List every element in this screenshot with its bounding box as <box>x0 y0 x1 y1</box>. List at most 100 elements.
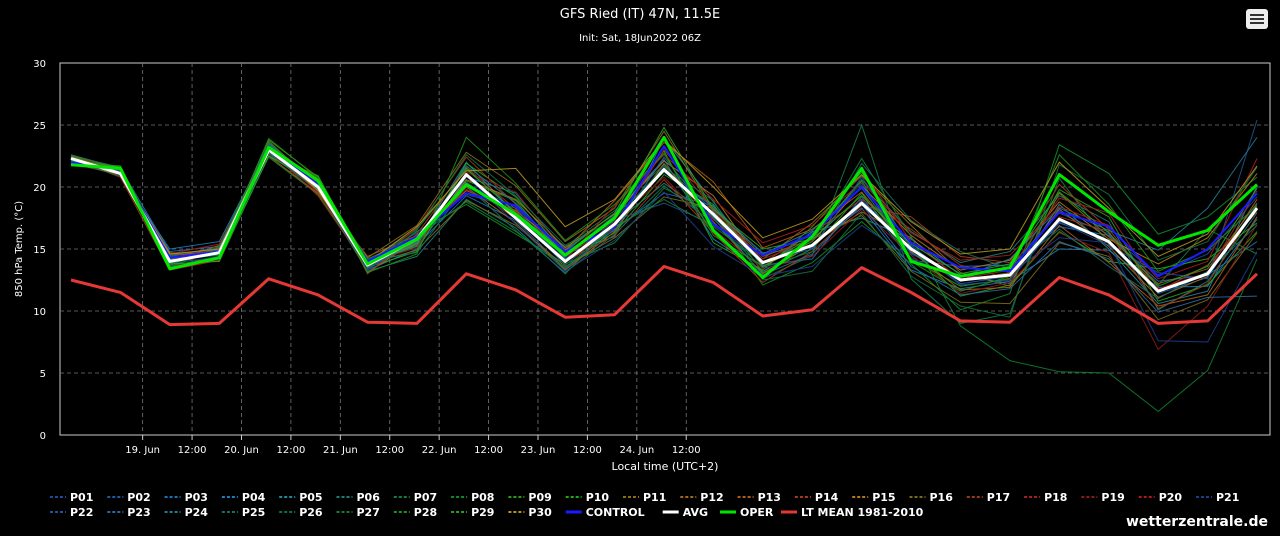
series-line-p19 <box>70 154 1258 351</box>
series-line-p24 <box>70 137 1258 279</box>
legend-label: P30 <box>528 506 552 519</box>
x-tick-label: 12:00 <box>474 445 503 456</box>
y-tick-label: 25 <box>33 121 46 132</box>
legend-item-p02[interactable]: P02 <box>107 491 151 504</box>
legend-label: P08 <box>471 491 494 504</box>
legend-label: P22 <box>70 506 93 519</box>
legend-item-p03[interactable]: P03 <box>164 491 208 504</box>
legend-label: P13 <box>758 491 781 504</box>
legend-label: P16 <box>930 491 954 504</box>
series-line-lt-mean-1981-2010 <box>70 264 1259 327</box>
series-line-p29 <box>70 126 1258 287</box>
legend-item-p01[interactable]: P01 <box>50 491 93 504</box>
legend-item-p08[interactable]: P08 <box>451 491 494 504</box>
legend-label: OPER <box>740 506 774 519</box>
x-tick-label: 23. Jun <box>521 445 556 456</box>
source-credit: wetterzentrale.de <box>1126 514 1268 530</box>
legend-label: CONTROL <box>586 506 645 519</box>
legend-item-p19[interactable]: P19 <box>1081 491 1125 504</box>
legend-item-p12[interactable]: P12 <box>680 491 724 504</box>
legend-label: P27 <box>357 506 380 519</box>
x-tick-label: 12:00 <box>178 445 207 456</box>
legend-label: P21 <box>1216 491 1239 504</box>
y-axis-label: 850 hPa Temp. (°C) <box>14 201 25 297</box>
legend-item-p13[interactable]: P13 <box>737 491 781 504</box>
legend-label: AVG <box>683 506 708 519</box>
legend-label: P03 <box>185 491 208 504</box>
legend-label: P10 <box>586 491 610 504</box>
legend-label: P15 <box>872 491 895 504</box>
legend-label: P17 <box>987 491 1010 504</box>
legend-label: P02 <box>127 491 150 504</box>
x-tick-label: 12:00 <box>573 445 602 456</box>
legend-item-p06[interactable]: P06 <box>336 491 381 504</box>
legend-label: P28 <box>414 506 437 519</box>
legend-item-p21[interactable]: P21 <box>1196 491 1239 504</box>
x-tick-label: 24. Jun <box>619 445 654 456</box>
x-tick-label: 21. Jun <box>323 445 358 456</box>
legend-label: LT MEAN 1981-2010 <box>801 506 924 519</box>
legend-label: P20 <box>1159 491 1183 504</box>
legend-item-control[interactable]: CONTROL <box>565 506 645 519</box>
legend-label: P06 <box>357 491 381 504</box>
legend-item-p24[interactable]: P24 <box>164 506 209 519</box>
x-tick-label: 22. Jun <box>422 445 457 456</box>
legend-item-p25[interactable]: P25 <box>221 506 265 519</box>
chart-title: GFS Ried (IT) 47N, 11.5E <box>559 7 721 22</box>
y-tick-label: 15 <box>33 245 46 256</box>
legend-item-p16[interactable]: P16 <box>909 491 954 504</box>
legend-item-p18[interactable]: P18 <box>1024 491 1067 504</box>
legend-item-p05[interactable]: P05 <box>279 491 323 504</box>
legend-item-avg[interactable]: AVG <box>662 506 708 519</box>
x-tick-label: 12:00 <box>672 445 701 456</box>
legend-item-p30[interactable]: P30 <box>508 506 552 519</box>
legend-item-oper[interactable]: OPER <box>720 506 774 519</box>
chart-subtitle: Init: Sat, 18Jun2022 06Z <box>579 33 701 44</box>
legend-label: P01 <box>70 491 93 504</box>
y-tick-label: 30 <box>33 59 46 70</box>
x-axis-label: Local time (UTC+2) <box>612 460 719 473</box>
legend-label: P24 <box>185 506 209 519</box>
legend-label: P19 <box>1101 491 1124 504</box>
legend-item-p20[interactable]: P20 <box>1138 491 1183 504</box>
legend-item-p27[interactable]: P27 <box>336 506 380 519</box>
legend-item-p04[interactable]: P04 <box>221 491 266 504</box>
legend-label: P18 <box>1044 491 1067 504</box>
legend-label: P04 <box>242 491 266 504</box>
x-tick-label: 12:00 <box>276 445 305 456</box>
series-line-avg <box>70 148 1259 293</box>
series-line-p16 <box>70 140 1258 321</box>
legend-item-p10[interactable]: P10 <box>565 491 610 504</box>
series-line-p27 <box>70 141 1258 413</box>
legend-item-p09[interactable]: P09 <box>508 491 552 504</box>
legend-item-lt-mean-1981-2010[interactable]: LT MEAN 1981-2010 <box>781 506 924 519</box>
legend-item-p17[interactable]: P17 <box>966 491 1010 504</box>
series-line-oper <box>70 135 1259 279</box>
legend-item-p14[interactable]: P14 <box>794 491 839 504</box>
legend-item-p26[interactable]: P26 <box>279 506 323 519</box>
legend-item-p29[interactable]: P29 <box>451 506 494 519</box>
legend-item-p28[interactable]: P28 <box>393 506 437 519</box>
legend-item-p15[interactable]: P15 <box>852 491 896 504</box>
legend-label: P07 <box>414 491 437 504</box>
legend-item-p11[interactable]: P11 <box>623 491 666 504</box>
series-line-p26 <box>70 146 1258 318</box>
legend-item-p22[interactable]: P22 <box>50 506 93 519</box>
legend-label: P12 <box>700 491 723 504</box>
y-tick-label: 0 <box>40 431 46 442</box>
legend-label: P25 <box>242 506 265 519</box>
series-line-p09 <box>70 139 1258 302</box>
hamburger-menu-icon[interactable] <box>1246 9 1268 29</box>
legend-item-p07[interactable]: P07 <box>393 491 437 504</box>
legend-label: P09 <box>528 491 551 504</box>
legend-label: P11 <box>643 491 666 504</box>
y-tick-label: 10 <box>33 307 46 318</box>
y-tick-label: 5 <box>40 369 46 380</box>
legend-label: P23 <box>127 506 150 519</box>
legend-label: P14 <box>815 491 839 504</box>
series-line-p08 <box>70 144 1258 311</box>
legend-label: P26 <box>299 506 323 519</box>
series-line-p28 <box>70 136 1258 292</box>
legend-item-p23[interactable]: P23 <box>107 506 151 519</box>
